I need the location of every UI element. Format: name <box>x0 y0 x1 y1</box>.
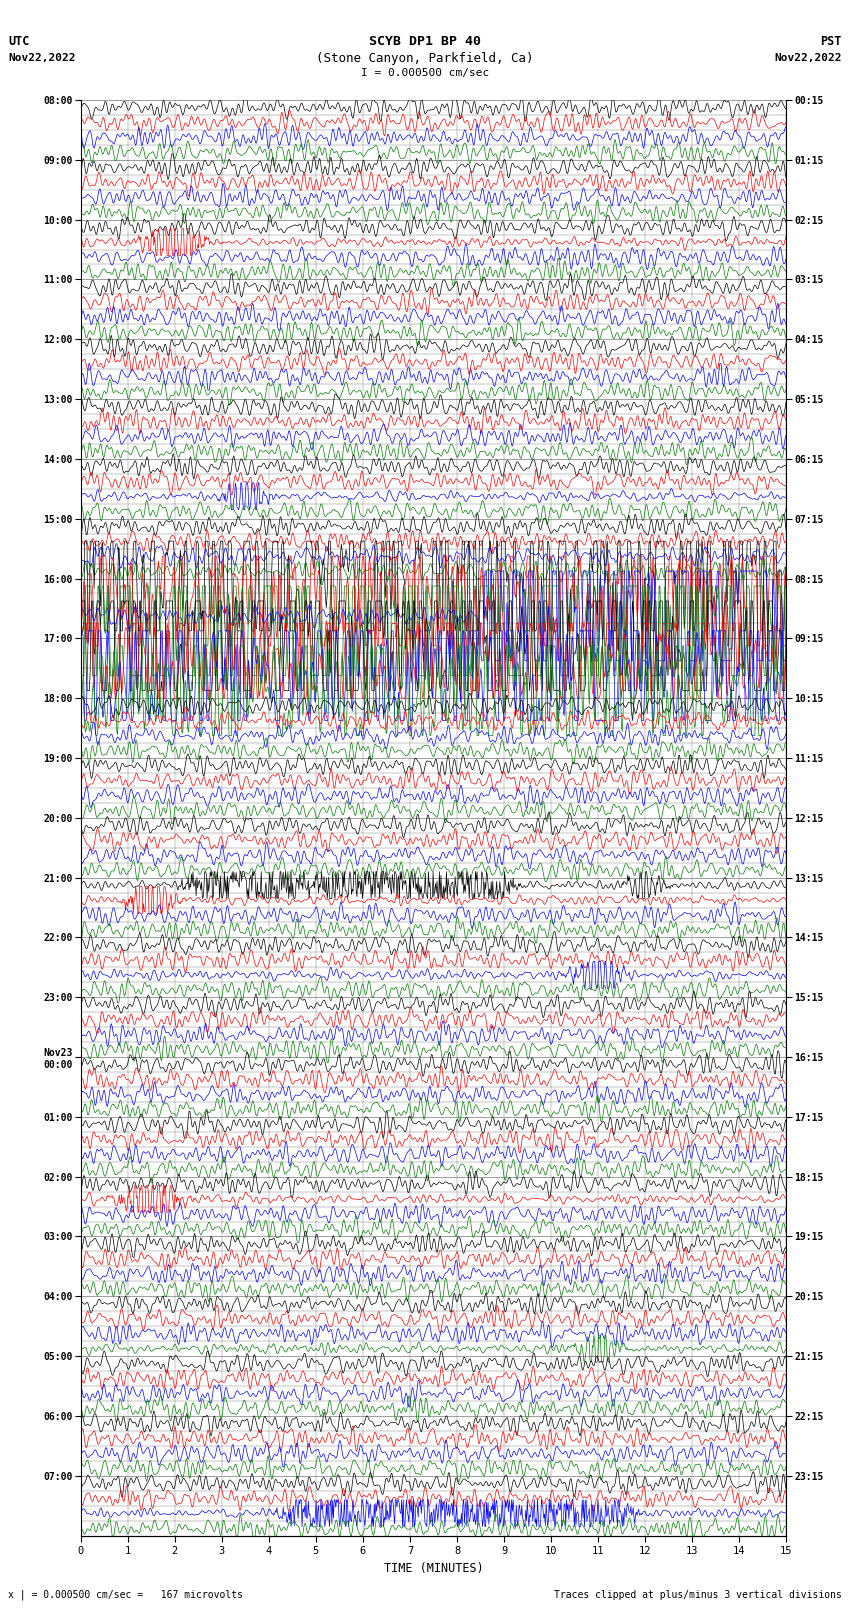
Text: PST: PST <box>820 35 842 48</box>
Text: (Stone Canyon, Parkfield, Ca): (Stone Canyon, Parkfield, Ca) <box>316 52 534 65</box>
Text: Traces clipped at plus/minus 3 vertical divisions: Traces clipped at plus/minus 3 vertical … <box>553 1590 842 1600</box>
Text: I = 0.000500 cm/sec: I = 0.000500 cm/sec <box>361 68 489 77</box>
Text: SCYB DP1 BP 40: SCYB DP1 BP 40 <box>369 35 481 48</box>
Text: Nov22,2022: Nov22,2022 <box>774 53 842 63</box>
Text: Nov22,2022: Nov22,2022 <box>8 53 76 63</box>
Text: x | = 0.000500 cm/sec =   167 microvolts: x | = 0.000500 cm/sec = 167 microvolts <box>8 1589 243 1600</box>
Text: UTC: UTC <box>8 35 30 48</box>
X-axis label: TIME (MINUTES): TIME (MINUTES) <box>383 1561 484 1574</box>
